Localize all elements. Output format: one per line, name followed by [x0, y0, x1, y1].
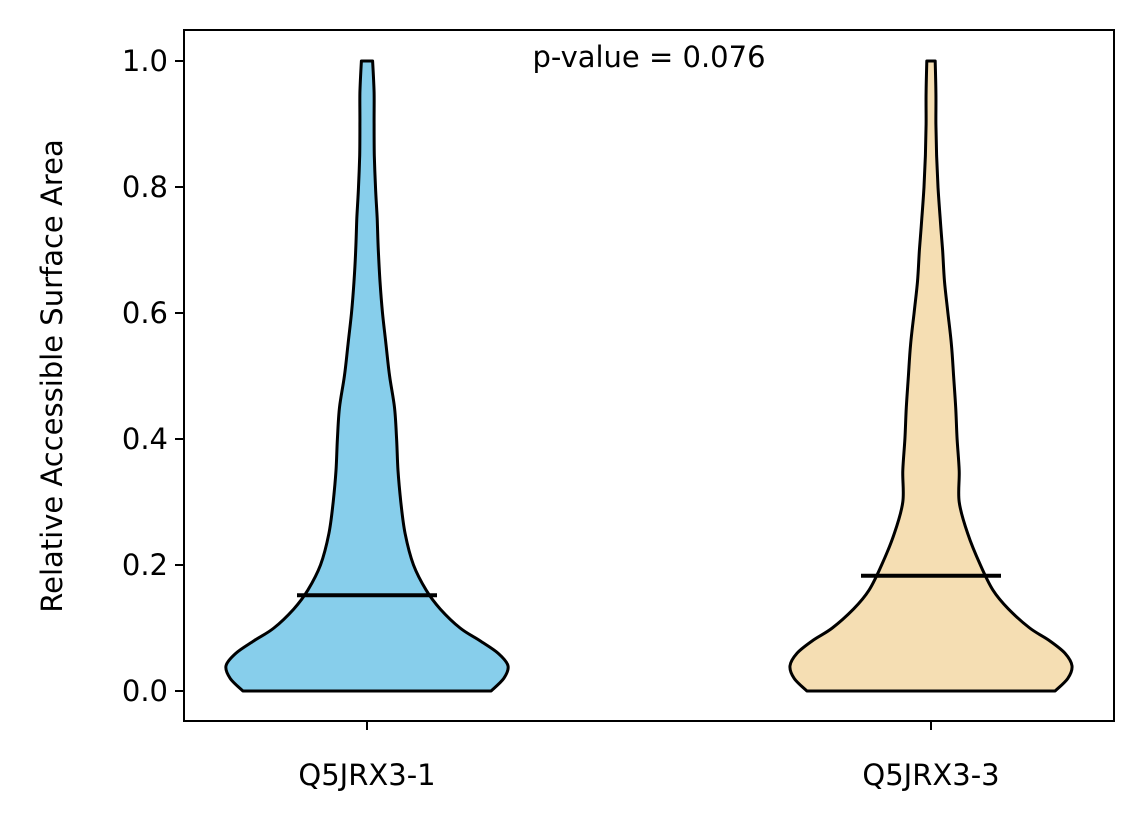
x-tick-label: Q5JRX3-1 [298, 758, 435, 792]
y-axis-label: Relative Accessible Surface Area [35, 139, 69, 612]
y-tick-label: 0.6 [122, 296, 168, 330]
y-tick-label: 1.0 [122, 44, 168, 78]
violin-group [224, 59, 1074, 693]
y-tick-label: 0.2 [122, 548, 168, 582]
p-value-annotation: p-value = 0.076 [532, 40, 765, 74]
y-axis: 0.0 0.2 0.4 0.6 0.8 1.0 [122, 44, 184, 708]
x-axis: Q5JRX3-1 Q5JRX3-3 [298, 721, 1000, 792]
y-tick-label: 0.4 [122, 422, 168, 456]
plot-frame [183, 29, 1115, 722]
y-tick-label: 0.0 [122, 674, 168, 708]
median-group [297, 573, 1001, 598]
x-tick-label: Q5JRX3-3 [862, 758, 999, 792]
y-tick-label: 0.8 [122, 170, 168, 204]
violin-body [224, 59, 510, 693]
violin-body [788, 59, 1074, 693]
